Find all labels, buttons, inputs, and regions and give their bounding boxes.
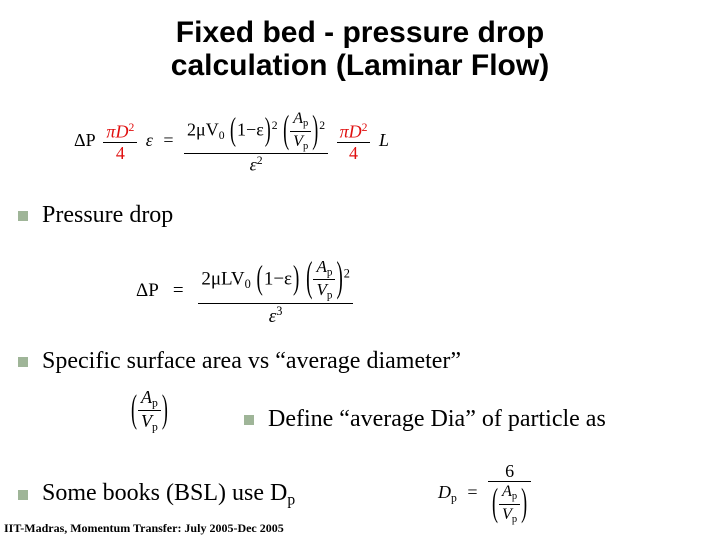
bullet-row-4: Some books (BSL) use Dp xyxy=(18,480,295,510)
bullet-text-define-dia: Define “average Dia” of particle as xyxy=(268,406,606,433)
eq1-eps: ε xyxy=(146,130,153,150)
eq2-main-fraction: 2μLV0 (1−ε) ( Ap Vp )2 ε3 xyxy=(198,258,353,326)
bullet-icon xyxy=(18,211,28,221)
bullet-icon xyxy=(244,415,254,425)
bullet-4-prefix: Some books (BSL) use D xyxy=(42,480,287,506)
bullet-text-specific-surface: Specific surface area vs “average diamet… xyxy=(42,348,461,375)
eq2-equals: = xyxy=(173,280,184,301)
eq1-main-fraction: 2μV0 (1−ε)2 ( Ap Vp )2 ε2 xyxy=(184,110,328,174)
bullet-icon xyxy=(18,357,28,367)
equation-1: ΔP πD2 4 ε = 2μV0 (1−ε)2 ( Ap Vp )2 ε2 π… xyxy=(74,110,389,174)
eq1-piD2-over-4-right: πD2 4 xyxy=(337,122,371,161)
eq4-equals: = xyxy=(467,482,477,502)
slide-title: Fixed bed - pressure drop calculation (L… xyxy=(0,0,720,82)
eq2-deltaP: ΔP xyxy=(136,280,158,301)
bullet-4-subscript: p xyxy=(287,492,295,509)
bullet-row-1: Pressure drop xyxy=(18,202,173,229)
eq4-fraction: 6 ( Ap Vp ) xyxy=(488,462,531,525)
eq1-L: L xyxy=(379,130,389,150)
equation-4: Dp = 6 ( Ap Vp ) xyxy=(438,462,531,525)
eq1-deltaP: ΔP xyxy=(74,130,95,150)
eq1-equals: = xyxy=(163,130,173,150)
bullet-icon xyxy=(18,490,28,500)
eq4-D: D xyxy=(438,482,451,502)
bullet-text-some-books: Some books (BSL) use Dp xyxy=(42,480,295,510)
bullet-row-3: Define “average Dia” of particle as xyxy=(244,406,606,433)
eq1-piD2-over-4-left: πD2 4 xyxy=(103,122,137,161)
eq3-apvp: Ap Vp xyxy=(138,388,161,433)
bullet-row-2: Specific surface area vs “average diamet… xyxy=(18,348,461,375)
bullet-text-pressure-drop: Pressure drop xyxy=(42,202,173,229)
footer-text: IIT-Madras, Momentum Transfer: July 2005… xyxy=(4,521,284,536)
equation-3: ( Ap Vp ) xyxy=(130,388,169,433)
equation-2: ΔP = 2μLV0 (1−ε) ( Ap Vp )2 ε3 xyxy=(136,258,353,326)
